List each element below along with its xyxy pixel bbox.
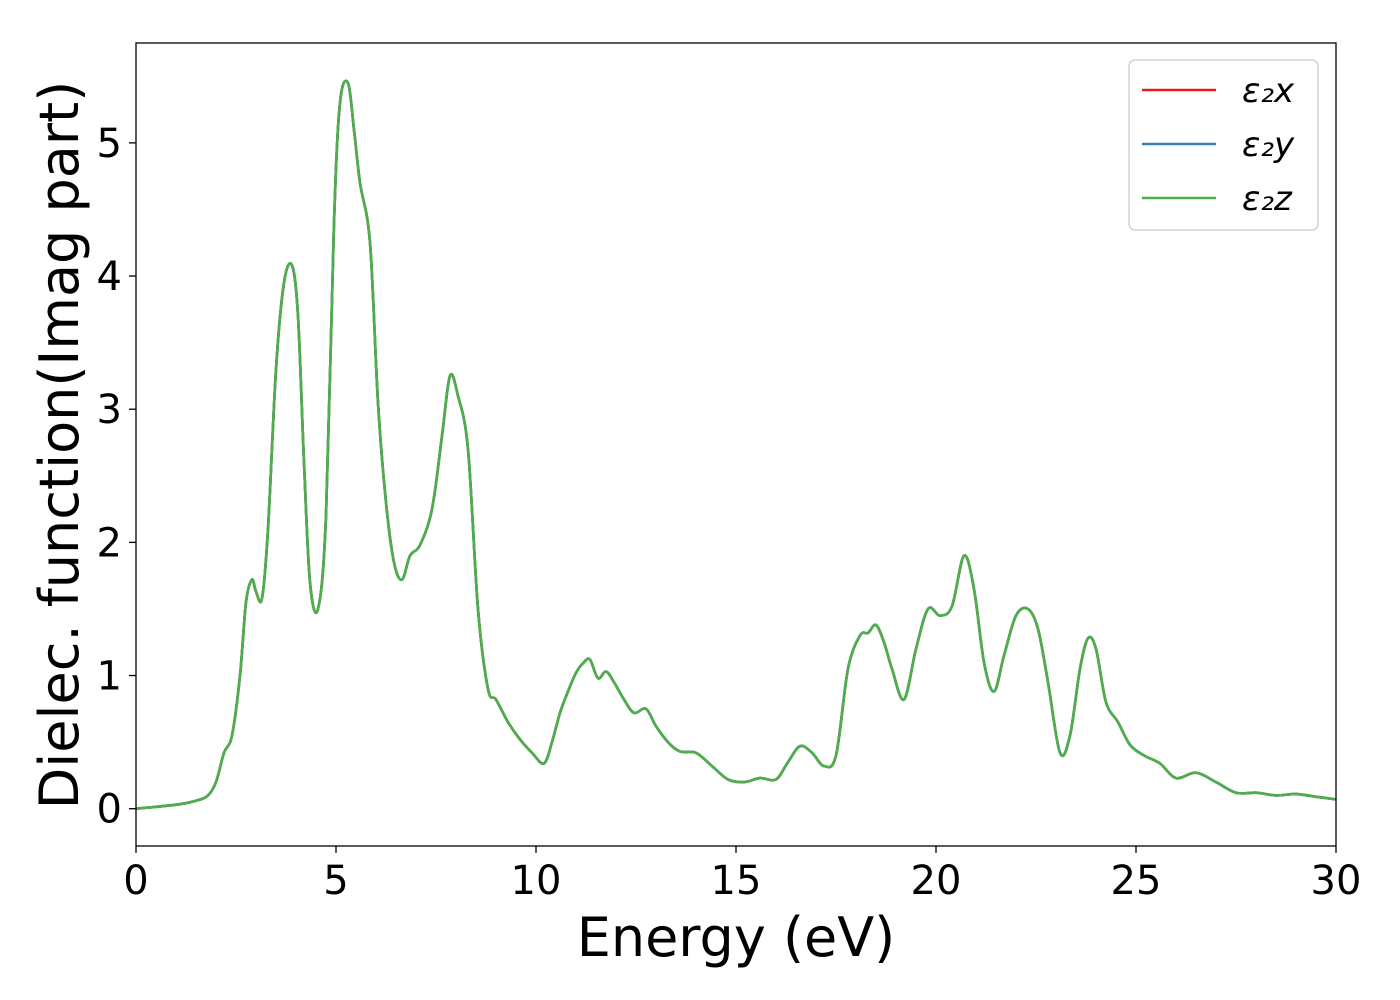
x-tick-label: 5 xyxy=(323,858,348,904)
x-tick-label: 20 xyxy=(911,858,962,904)
y-axis-label: Dielec. function(Imag part) xyxy=(28,81,91,810)
x-tick-label: 10 xyxy=(511,858,562,904)
y-tick-label: 3 xyxy=(97,387,122,433)
y-tick-label: 1 xyxy=(97,654,122,700)
y-tick-label: 5 xyxy=(97,121,122,167)
legend: ε₂x ε₂y ε₂z xyxy=(1128,59,1319,231)
legend-frame xyxy=(1128,59,1319,231)
legend-label-3: ε₂z xyxy=(1242,179,1293,219)
series-line-3 xyxy=(136,79,1336,811)
y-axis: 0 1 2 3 4 5 xyxy=(97,121,136,833)
y-tick-label: 4 xyxy=(97,254,122,300)
x-axis: 0 5 10 15 20 25 30 xyxy=(123,846,1361,904)
series-layer xyxy=(136,79,1336,811)
y-tick-label: 0 xyxy=(97,787,122,833)
x-tick-label: 25 xyxy=(1111,858,1162,904)
x-tick-label: 30 xyxy=(1311,858,1362,904)
x-tick-label: 0 xyxy=(123,858,148,904)
legend-label-2: ε₂y xyxy=(1242,125,1295,165)
x-tick-label: 15 xyxy=(711,858,762,904)
y-tick-label: 2 xyxy=(97,520,122,566)
x-axis-label: Energy (eV) xyxy=(577,906,896,969)
legend-label-1: ε₂x xyxy=(1242,71,1295,111)
